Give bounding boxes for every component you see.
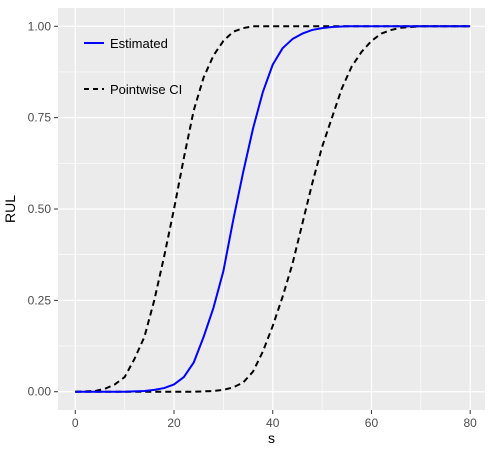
y-axis-title: RUL (2, 195, 18, 223)
legend-label-estimated: Estimated (110, 36, 168, 51)
x-axis-title: s (268, 430, 275, 446)
y-tick-label: 0.75 (28, 111, 52, 125)
x-tick-label: 60 (365, 416, 379, 430)
y-tick-label: 0.50 (28, 202, 52, 216)
x-tick-label: 0 (72, 416, 79, 430)
y-tick-label: 0.00 (28, 385, 52, 399)
estimated-line (75, 25, 471, 393)
legend-label-pointwise-ci: Pointwise CI (110, 82, 182, 97)
ci-upper-line (75, 25, 471, 393)
legend: Estimated Pointwise CI (84, 36, 182, 97)
x-tick-label: 40 (266, 416, 280, 430)
series-layer (75, 25, 471, 393)
ci-lower-line (75, 25, 471, 393)
y-tick-label: 1.00 (28, 19, 52, 33)
y-tick-label: 0.25 (28, 293, 52, 307)
x-tick-label: 20 (167, 416, 181, 430)
major-gridlines (58, 8, 485, 410)
x-tick-label: 80 (464, 416, 478, 430)
x-axis: 0 20 40 60 80 (72, 410, 477, 430)
y-axis: 0.00 0.25 0.50 0.75 1.00 (28, 19, 58, 399)
